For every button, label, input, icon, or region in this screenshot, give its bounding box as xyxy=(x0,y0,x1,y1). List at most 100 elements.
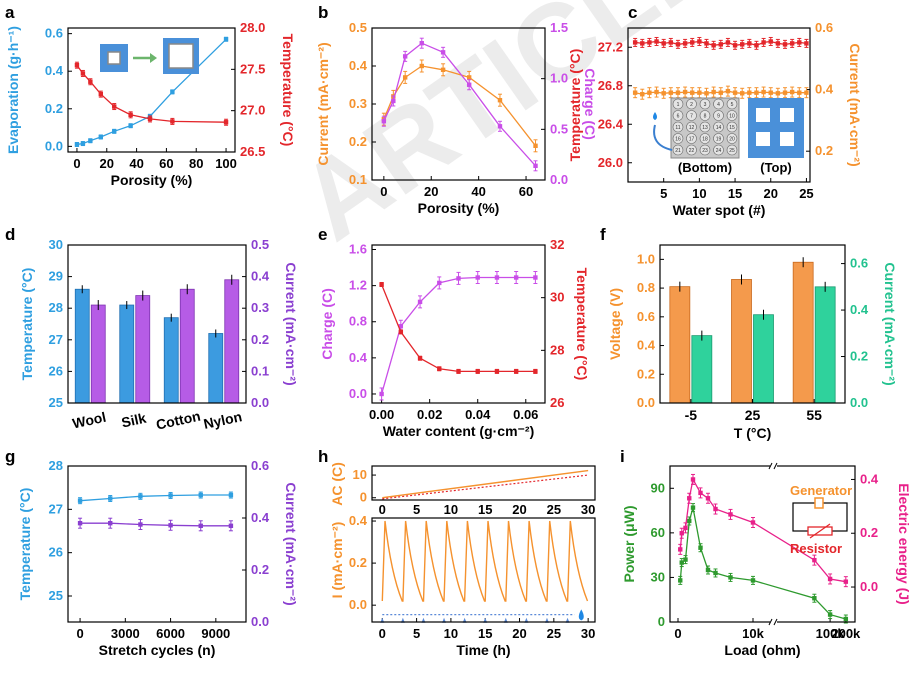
data-point xyxy=(687,496,692,501)
bar-temperature xyxy=(208,333,224,404)
data-point xyxy=(466,75,472,80)
data-point xyxy=(475,275,480,280)
h-x-tick-label: 20 xyxy=(512,626,526,641)
y-tick-label: 27.5 xyxy=(240,61,265,76)
data-point xyxy=(77,521,83,526)
i-x-axis-label: Load (ohm) xyxy=(724,642,800,658)
b-x-axis-label: Porosity (%) xyxy=(418,200,500,216)
data-point xyxy=(228,492,234,498)
data-point xyxy=(533,163,538,169)
y-tick-label: 0.0 xyxy=(860,579,878,594)
mesh-spot-number: 17 xyxy=(689,137,695,143)
data-point xyxy=(108,521,113,526)
y-tick-label: 0.2 xyxy=(349,134,367,149)
i-x-tick-label: 10k xyxy=(742,626,764,641)
data-point xyxy=(754,43,759,48)
g-x-axis-label: Stretch cycles (n) xyxy=(99,642,216,658)
y-tick-label: 0.4 xyxy=(637,338,656,353)
y-tick-label: 0.2 xyxy=(850,349,868,364)
f-bars: -5 25 55 T (°C) xyxy=(669,257,836,441)
e-series-charge xyxy=(379,271,538,401)
x-tick-label: 0 xyxy=(76,626,83,641)
i-x-tick-label: 0 xyxy=(674,626,681,641)
a-x-axis: 0 20 40 60 80 100 Porosity (%) xyxy=(73,148,237,188)
mesh-spot xyxy=(726,121,738,133)
data-point xyxy=(138,522,143,527)
data-point xyxy=(198,492,203,498)
y-tick-label: 26 xyxy=(550,395,564,410)
data-point xyxy=(88,79,93,84)
g-y-axis: 25 26 27 28 Temperature (°C) xyxy=(17,458,72,603)
g-y2-axis-label: Current (mA·cm⁻²) xyxy=(283,482,299,605)
g-y2-axis: 0.0 0.2 0.4 0.6 Current (mA·cm⁻²) xyxy=(242,458,299,629)
h-mid-tick-label: 30 xyxy=(581,502,595,517)
h-top-frame xyxy=(371,465,596,501)
c-series-temperature xyxy=(632,36,809,50)
data-point xyxy=(761,89,766,95)
data-point xyxy=(138,494,143,499)
inset-top-fabric xyxy=(748,98,804,158)
h-bottom-tick-label: 0.2 xyxy=(349,555,367,570)
data-point xyxy=(713,570,718,576)
data-point xyxy=(77,498,83,503)
water-arrow xyxy=(653,124,673,151)
data-point xyxy=(74,142,80,147)
data-point xyxy=(713,506,718,512)
y-tick-label: 0.2 xyxy=(815,143,833,158)
data-point xyxy=(497,124,503,129)
data-point xyxy=(80,71,86,76)
y-tick-label: 1.0 xyxy=(550,71,568,86)
g-series-current-line xyxy=(80,522,231,527)
e-series-temperature xyxy=(379,282,538,374)
y-tick-label: 27.2 xyxy=(598,39,623,54)
data-point xyxy=(112,104,117,109)
y-tick-label: 0.5 xyxy=(349,20,367,35)
e-y2-axis: 26 28 30 32 Temperature (°C) xyxy=(541,237,590,410)
x-tick-label: 80 xyxy=(189,156,203,171)
data-point xyxy=(98,134,104,140)
y-tick-label: 25 xyxy=(49,588,63,603)
data-point xyxy=(678,578,683,583)
y-tick-label: 0.2 xyxy=(637,366,655,381)
i-circuit-inset: Generator Resistor xyxy=(790,483,852,556)
data-point xyxy=(647,40,652,45)
data-point xyxy=(768,39,773,44)
g-series-temperature-line xyxy=(80,494,231,502)
f-y-axis: 0.0 0.2 0.4 0.6 0.8 1.0 Voltage (V) xyxy=(607,251,664,410)
a-y-axis: 0.0 0.2 0.4 0.6 Evaporation (g·h⁻¹) xyxy=(5,26,72,154)
y-tick-label: 0.1 xyxy=(251,363,269,378)
h-mid-tick-label: 10 xyxy=(444,502,458,517)
a-inset-schematic xyxy=(100,38,199,74)
inset-label-top: (Top) xyxy=(760,160,792,175)
data-point xyxy=(804,90,809,95)
data-point xyxy=(704,41,709,46)
mesh-spot-number: 11 xyxy=(675,125,680,131)
panel-label-c: c xyxy=(628,3,637,22)
mesh-spot-number: 18 xyxy=(702,137,708,143)
bar-current xyxy=(814,286,836,404)
data-point xyxy=(417,356,423,361)
panel-label-f: f xyxy=(600,225,606,244)
data-point xyxy=(494,369,500,374)
data-point xyxy=(747,90,752,95)
d-category-label: Silk xyxy=(120,410,148,431)
h-mid-tick-label: 15 xyxy=(478,502,492,517)
data-point xyxy=(398,329,404,335)
data-point xyxy=(223,37,229,42)
data-point xyxy=(632,40,638,45)
data-point xyxy=(711,89,716,95)
h-x-tick-label: 30 xyxy=(581,626,595,641)
data-point xyxy=(718,42,723,47)
mesh-spot xyxy=(672,133,684,144)
h-accumulated-charge-dotted xyxy=(382,474,589,500)
data-point xyxy=(682,41,688,46)
x-tick-label: 3000 xyxy=(111,626,140,641)
f-y2-axis-label: Current (mA·cm⁻²) xyxy=(882,262,898,385)
data-point xyxy=(440,67,446,72)
x-tick-label: 100 xyxy=(215,156,237,171)
data-point xyxy=(74,63,80,68)
y-tick-label: 0.1 xyxy=(349,172,367,187)
data-point xyxy=(711,43,716,48)
mesh-spot-number: 20 xyxy=(729,137,735,143)
